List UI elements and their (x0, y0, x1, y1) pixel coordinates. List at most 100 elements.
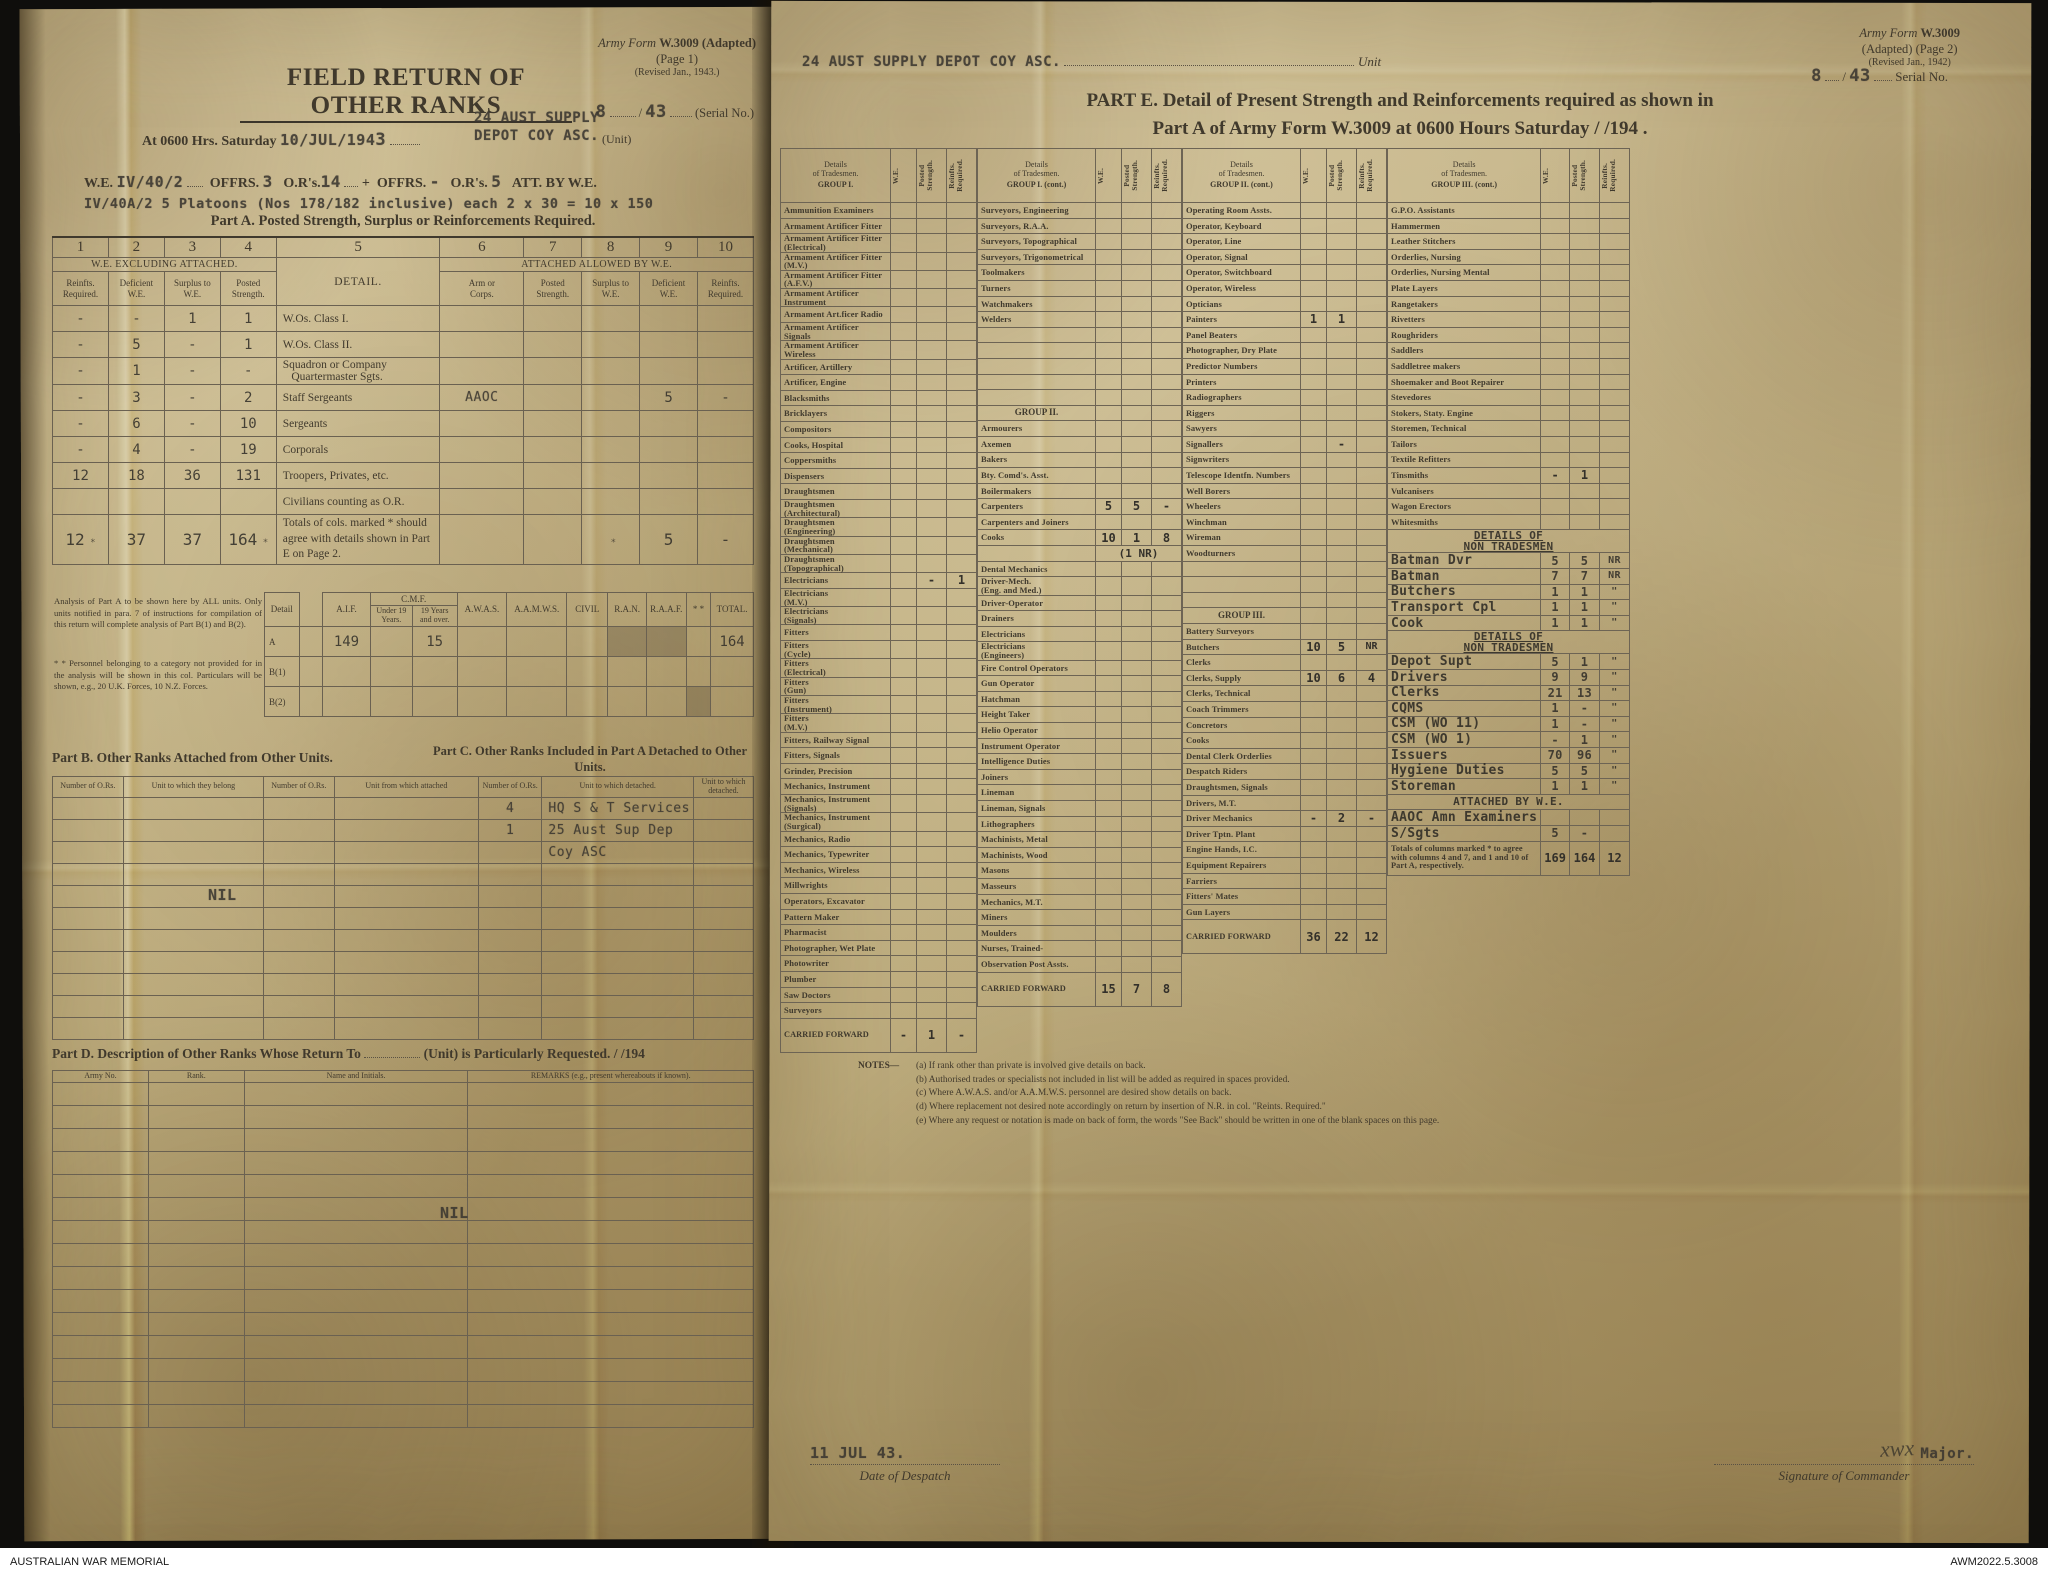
analysis-h-detail: Detail (264, 591, 300, 628)
part-a-group-headers: W.E. EXCLUDING ATTACHED. DETAIL. ATTACHE… (52, 257, 754, 306)
analysis-cell-total: 164 (710, 626, 754, 658)
part-a-row: -6-10 Sergeants (52, 410, 754, 437)
trade-name: Draughtsmen (Engineering) (780, 517, 891, 537)
trade-name: Mechanics, Radio (780, 830, 891, 848)
part-a-attached-cell-2 (523, 384, 583, 411)
analysis-cell-_ (298, 686, 324, 718)
trade-we-value (1300, 467, 1327, 484)
trades-row: G.P.O. Assistants (1386, 202, 1630, 219)
carried-forward-reinfts: 12 (1356, 919, 1387, 955)
hand-trade-posted: 1 (1568, 614, 1600, 632)
trade-we-value (890, 288, 917, 308)
trades-row: Compositors (780, 421, 977, 438)
offrs2-value: - (429, 172, 440, 191)
hand-trade-reinfts: " (1598, 653, 1630, 671)
trade-posted-value (1121, 248, 1152, 266)
trade-reinfts-value (1356, 357, 1387, 375)
trade-we-value (1300, 576, 1327, 593)
trade-posted-value (916, 893, 947, 910)
trade-posted-value (916, 606, 947, 626)
part-a-totals-detail: Totals of cols. marked * should agree wi… (275, 514, 441, 565)
trade-name: Operator, Signal (1182, 248, 1301, 266)
trade-we-value (1540, 326, 1570, 344)
trade-we-value (1095, 248, 1122, 266)
trade-reinfts-value (946, 306, 977, 324)
trade-posted-value (1326, 279, 1357, 297)
page2-unit-label: Unit (1357, 54, 1382, 69)
trades-header-reinfts-2: Reinfts. Required. (1151, 148, 1182, 203)
carried-forward-posted: 1 (916, 1017, 947, 1053)
trade-we-value (890, 908, 917, 926)
trades-row: Opticians (1182, 295, 1387, 313)
trade-name: Compositors (780, 421, 891, 438)
part-a-attached-cell-4: 5 (639, 384, 698, 411)
trade-posted-value (1121, 279, 1152, 297)
trade-reinfts-value (1598, 389, 1630, 406)
trade-name: Tailors (1386, 435, 1542, 453)
trade-posted-value (916, 288, 947, 308)
carried-forward-we: 15 (1095, 971, 1122, 1007)
trade-posted-value (1121, 560, 1152, 578)
trade-name: Storemen, Technical (1386, 420, 1542, 437)
trades-row: Draughtsmen (Engineering) (780, 517, 977, 537)
commander-signature-mark: xwx (1879, 1435, 1916, 1462)
trade-name: Roughriders (1386, 326, 1542, 344)
trade-name: Drivers, M.T. (1182, 794, 1301, 812)
trade-name: Electricians (Signals) (780, 606, 891, 626)
trade-name: Plate Layers (1386, 279, 1542, 297)
part-c-title: Part C. Other Ranks Included in Part A D… (433, 744, 747, 774)
part-d-cell (52, 1380, 149, 1405)
hand-trade-we: - (1540, 731, 1570, 748)
part-b-c-cell (478, 906, 543, 930)
trade-reinfts-value (946, 731, 977, 749)
trade-name: Lineman, Signals (977, 800, 1096, 817)
part-a-cell-1: - (52, 384, 109, 411)
trade-we-value (1300, 856, 1327, 874)
trade-reinfts-value (1356, 279, 1387, 297)
analysis-cmf-header-row: Detail A.I.F. C.M.F. A.W.A.S. A.A.M.W.S.… (264, 591, 754, 628)
trade-reinfts-value (1151, 467, 1182, 484)
ors2-label: O.R's. (450, 176, 488, 191)
part-d-cell (467, 1242, 754, 1267)
part-a-subheader-10: Reinfts. Required. (697, 271, 754, 306)
trades-row: Lineman, Signals (977, 800, 1182, 817)
return-date: 10/JUL/194 (280, 131, 376, 149)
trades-row: Dispensers (780, 467, 977, 485)
part-d-cell (52, 1173, 149, 1198)
analysis-cell-cmf_19 (411, 686, 458, 718)
trade-posted-value (916, 861, 947, 879)
trade-we-value (890, 483, 917, 500)
part-b-c-cell (541, 950, 694, 974)
trades-row: Printers (1182, 373, 1387, 391)
offrs2-label: OFFRS. (376, 176, 427, 191)
trade-name: Leather Stitchers (1386, 233, 1542, 250)
part-d-cell (243, 1311, 469, 1336)
partd-h-3: Name and Initials. (243, 1070, 469, 1083)
trade-name: Photographer, Dry Plate (1182, 342, 1301, 359)
analysis-cell-aif: 149 (322, 626, 371, 658)
trades-header-posted-4: Posted Strength. (1568, 148, 1600, 203)
part-a-total-cell-1: 12 * (52, 514, 109, 565)
trade-posted-value (1326, 623, 1357, 640)
trade-we-value (1540, 498, 1570, 515)
trade-name: Armament Artificer Fitter (780, 217, 891, 235)
trades-row: Plate Layers (1386, 279, 1630, 297)
trades-header-we-2: W.E. (1095, 148, 1122, 203)
trades-row: Pattern Maker (780, 908, 977, 926)
note-item-2: (b) Authorised trades or specialists not… (916, 1074, 1290, 1085)
trade-posted-value (916, 793, 947, 814)
trades-row: Drainers (977, 610, 1182, 627)
trades-row: Saw Doctors (780, 986, 977, 1004)
page2-serial-sep: / (1842, 69, 1847, 84)
part-b-c-cell (692, 928, 755, 952)
hand-trade-name: CSM (WO 11) (1386, 715, 1542, 733)
trades-row: Watchmakers (977, 295, 1182, 313)
analysis-h-cmf: C.M.F. (369, 591, 458, 607)
part-a-attached-cell-4 (639, 462, 698, 489)
trades-row: Panel Beaters (1182, 326, 1387, 344)
part-a-attached-cell-3 (581, 357, 641, 385)
trade-reinfts-value (946, 676, 977, 697)
trade-name: Surveyors (780, 1002, 891, 1019)
trade-reinfts-value (1598, 248, 1630, 266)
part-b-c-body: 4 HQ S & T Services 1 25 Aust Sup Dep Coy AS… (52, 796, 755, 1040)
